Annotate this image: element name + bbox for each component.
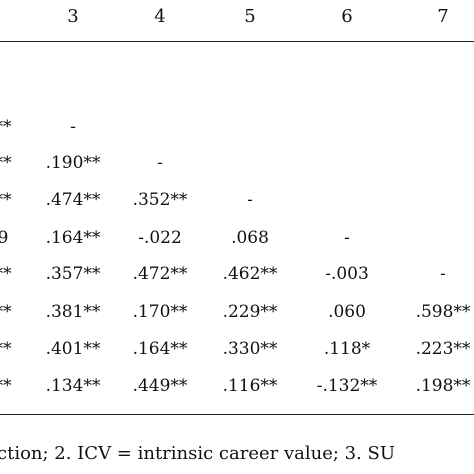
table-cell: -: [157, 153, 163, 173]
table-cell: -.132**: [316, 376, 378, 396]
first-column-fragment: **: [0, 153, 12, 173]
table-cell: .116**: [222, 376, 278, 396]
table-cell: -.003: [325, 264, 369, 284]
table-cell: .401**: [45, 339, 101, 359]
table-cell: .474**: [45, 190, 101, 210]
column-header-6: 6: [341, 6, 353, 27]
table-footnote: ction; 2. ICV = intrinsic career value; …: [0, 443, 396, 464]
table-cell: .068: [231, 228, 269, 248]
table-cell: -.022: [138, 228, 182, 248]
column-header-4: 4: [154, 6, 166, 27]
table-cell: .352**: [132, 190, 188, 210]
table-cell: .223**: [415, 339, 471, 359]
table-cell: .449**: [132, 376, 188, 396]
first-column-fragment: **: [0, 264, 12, 284]
table-cell: .164**: [132, 339, 188, 359]
table-cell: .118*: [323, 339, 371, 359]
table-cell: .462**: [222, 264, 278, 284]
table-cell: -: [440, 264, 446, 284]
table-cell: .164**: [45, 228, 101, 248]
table-cell: .357**: [45, 264, 101, 284]
first-column-fragment: **: [0, 376, 12, 396]
table-cell: .598**: [415, 302, 471, 322]
table-cell: .330**: [222, 339, 278, 359]
table-cell: .198**: [415, 376, 471, 396]
table-cell: .170**: [132, 302, 188, 322]
column-header-3: 3: [67, 6, 79, 27]
table-cell: .060: [328, 302, 366, 322]
table-bottom-rule: [0, 414, 474, 415]
first-column-fragment: **: [0, 190, 12, 210]
column-header-5: 5: [244, 6, 256, 27]
table-cell: .381**: [45, 302, 101, 322]
table-cell: -: [344, 228, 350, 248]
table-cell: .134**: [45, 376, 101, 396]
first-column-fragment: 9: [0, 228, 9, 248]
table-cell: .190**: [45, 153, 101, 173]
table-top-rule: [0, 41, 474, 42]
first-column-fragment: **: [0, 302, 12, 322]
first-column-fragment: **: [0, 339, 12, 359]
table-cell: .229**: [222, 302, 278, 322]
column-header-7: 7: [437, 6, 449, 27]
first-column-fragment: **: [0, 117, 12, 137]
table-cell: -: [247, 190, 253, 210]
table-cell: .472**: [132, 264, 188, 284]
table-cell: -: [70, 117, 76, 137]
